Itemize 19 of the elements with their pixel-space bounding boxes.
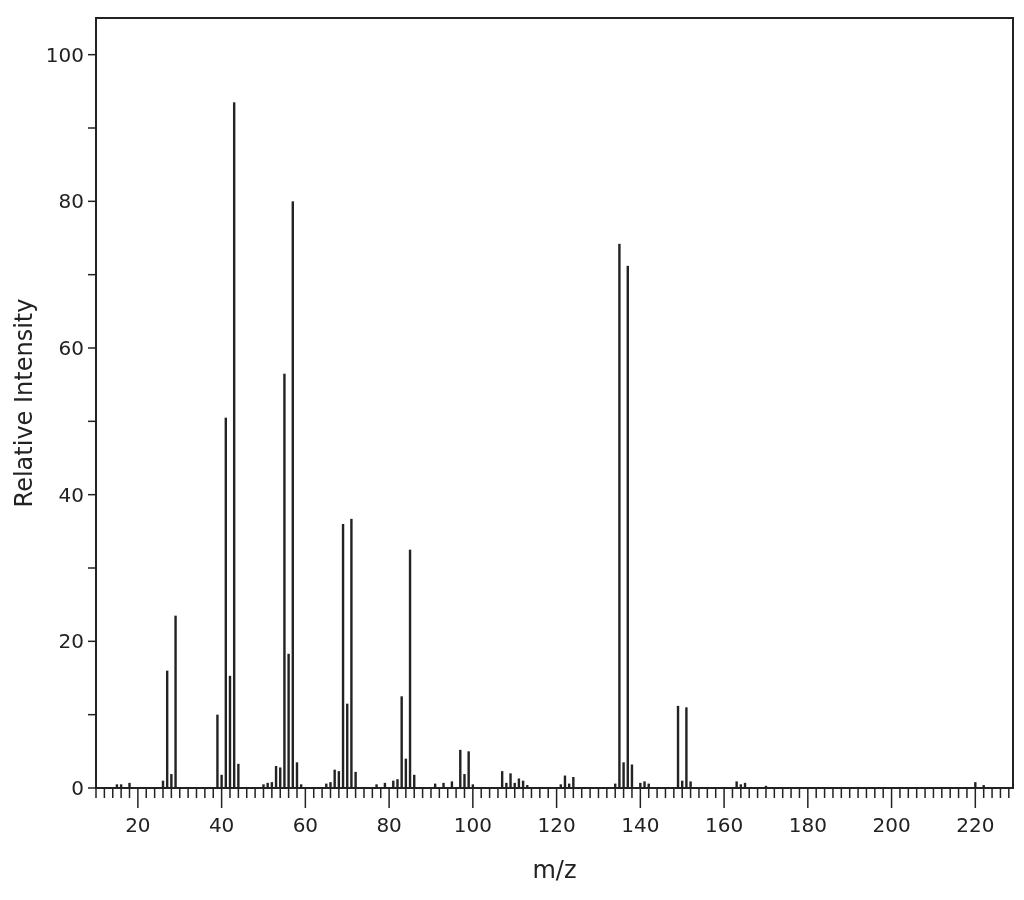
y-tick-label: 20 <box>58 629 84 654</box>
y-axis-title: Relative Intensity <box>10 298 38 508</box>
x-axis-title: m/z <box>532 856 577 884</box>
x-tick-label: 200 <box>872 813 911 837</box>
x-tick-label: 160 <box>704 813 744 837</box>
y-tick-label: 60 <box>58 336 84 360</box>
x-tick-label: 120 <box>537 813 576 837</box>
x-tick-label: 100 <box>453 813 492 837</box>
y-tick-label: 40 <box>58 482 84 507</box>
x-tick-label: 140 <box>621 813 660 837</box>
x-tick-label: 20 <box>125 813 151 837</box>
x-tick-label: 40 <box>208 813 235 837</box>
y-tick-label: 80 <box>58 189 84 214</box>
y-tick-label: 100 <box>45 42 84 67</box>
x-tick-label: 180 <box>788 813 827 837</box>
x-tick-label: 60 <box>292 813 319 837</box>
x-tick-label: 80 <box>376 813 402 837</box>
y-tick-label: 0 <box>71 776 84 800</box>
x-tick-label: 220 <box>956 813 995 837</box>
